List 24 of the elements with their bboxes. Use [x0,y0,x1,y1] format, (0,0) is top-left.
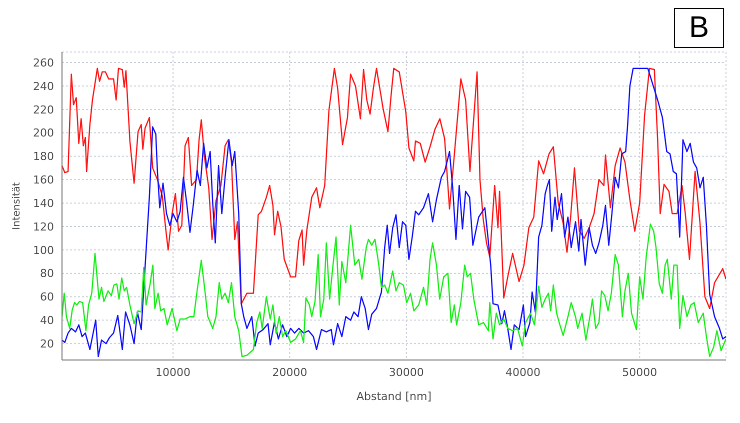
y-tick-label: 100 [33,244,54,257]
y-tick-label: 180 [33,150,54,164]
y-tick-label: 40 [40,314,54,328]
line-series [62,68,726,310]
y-tick-label: 200 [33,126,54,140]
y-tick-label: 160 [33,174,54,187]
y-tick-label: 260 [33,56,54,70]
y-axis-title: Intensität [12,182,23,230]
y-tick-label: 80 [40,267,54,280]
line-series [62,68,726,358]
y-tick-label: 240 [33,80,54,93]
y-tick-label: 120 [33,220,54,234]
text: B [674,8,724,48]
x-axis-title: Abstand [nm] [356,390,432,403]
x-tick-label: 20000 [272,366,308,379]
x-tick-label: 40000 [506,366,541,379]
y-tick-label: 60 [40,290,54,304]
line-series [62,224,726,358]
y-tick-label: 140 [33,196,54,210]
x-tick-label: 10000 [156,366,191,379]
x-tick-label: 50000 [622,366,658,379]
y-tick-label: 220 [33,103,54,116]
x-tick-label: 30000 [388,366,424,379]
y-tick-label: 20 [40,338,54,351]
